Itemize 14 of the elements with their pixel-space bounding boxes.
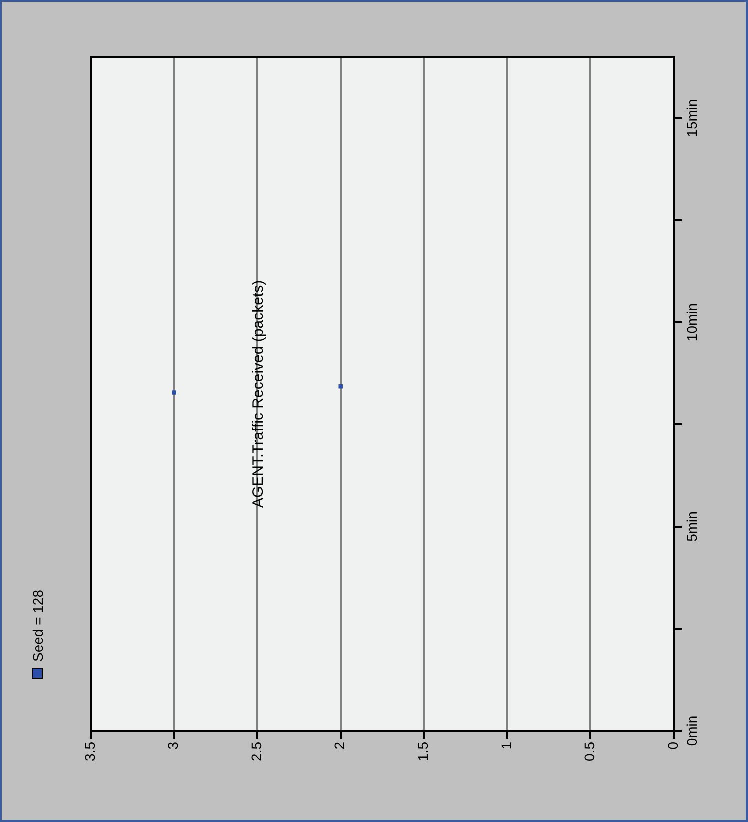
y-tick-label: 5min xyxy=(684,512,700,542)
x-tick-label: 3 xyxy=(165,742,182,750)
y-tick-label: 10min xyxy=(684,303,700,342)
x-tick-label: 0 xyxy=(664,742,681,750)
text: Seed = 128 xyxy=(30,590,46,662)
x-tick-label: 1 xyxy=(498,742,514,750)
y-tick-label: 0min xyxy=(684,716,700,746)
x-tick-label: 2.5 xyxy=(248,742,264,762)
x-tick-label: 1.5 xyxy=(415,742,431,762)
x-tick-label: 2 xyxy=(332,742,348,750)
text: AGENT.Traffic Received (packets) xyxy=(250,279,267,510)
x-tick-label: 3.5 xyxy=(82,742,98,762)
y-tick-label: 15min xyxy=(684,99,700,138)
x-tick-label: 0.5 xyxy=(582,742,598,762)
